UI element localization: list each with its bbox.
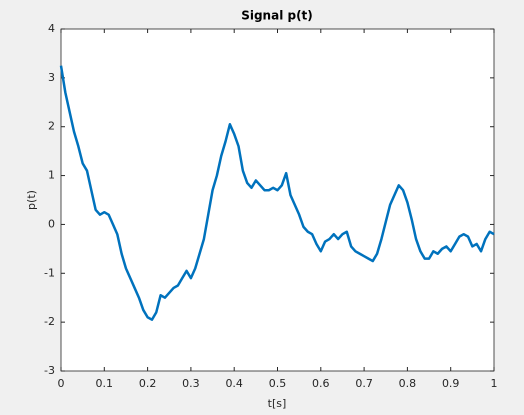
y-axis-label: p(t)	[25, 190, 38, 210]
axes	[60, 28, 495, 372]
x-tick-label: 0.2	[139, 377, 157, 390]
x-tick-label: 0.1	[96, 377, 114, 390]
y-tick-label: 2	[48, 120, 55, 133]
y-tick-label: 4	[48, 22, 55, 35]
x-axis-label: t[s]	[268, 397, 287, 410]
y-tick-label: 3	[48, 71, 55, 84]
y-tick-label: -1	[44, 266, 55, 279]
x-tick-label: 0	[58, 377, 65, 390]
x-tick-label: 1	[491, 377, 498, 390]
y-tick-label: 1	[48, 169, 55, 182]
x-tick-label: 0.3	[182, 377, 200, 390]
x-tick-label: 0.6	[312, 377, 330, 390]
x-tick-label: 0.5	[269, 377, 287, 390]
x-tick-label: 0.4	[225, 377, 243, 390]
line	[59, 65, 495, 321]
chart-title: Signal p(t)	[241, 9, 313, 23]
y-tick-label: -3	[44, 364, 55, 377]
x-tick-label: 0.9	[442, 377, 460, 390]
x-tick-label: 0.8	[399, 377, 417, 390]
x-tick-label: 0.7	[355, 377, 373, 390]
y-tick-label: 0	[48, 217, 55, 230]
y-tick-label: -2	[44, 315, 55, 328]
